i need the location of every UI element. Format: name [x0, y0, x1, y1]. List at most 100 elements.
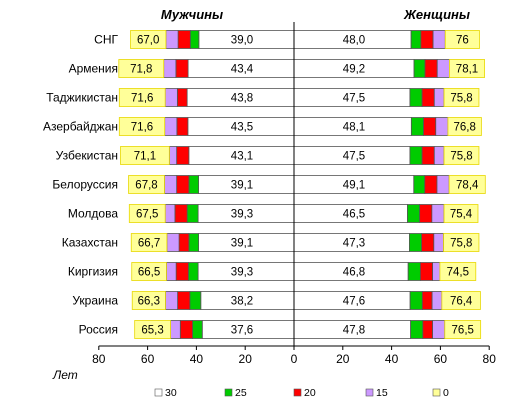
men-lilac-segment — [165, 262, 177, 281]
women-red-segment — [421, 291, 433, 310]
women-red-segment — [421, 233, 435, 252]
women-yellow-segment — [443, 233, 480, 252]
x-tick-label: 40 — [385, 352, 399, 366]
men-yellow-segment — [118, 59, 165, 78]
women-inner-value: 48,1 — [343, 122, 365, 134]
row-3: Азербайджан 43,5 71,6 48,1 76,8 — [43, 117, 482, 136]
women-green-segment — [410, 30, 422, 49]
row-6: Молдова 39,3 67,5 46,5 75,4 — [68, 204, 479, 223]
legend-label: 25 — [235, 387, 247, 399]
category-label: Киргизия — [68, 265, 118, 279]
men-outer-value: 71,8 — [130, 64, 152, 76]
men-outer-value: 66,3 — [138, 296, 160, 308]
men-yellow-segment — [131, 291, 166, 310]
women-inner-value: 47,5 — [343, 151, 365, 163]
women-green-segment — [413, 175, 426, 194]
men-outer-value: 71,6 — [131, 93, 153, 105]
legend-item: 0 — [432, 387, 449, 399]
men-yellow-segment — [134, 320, 171, 339]
women-lilac-segment — [432, 262, 441, 281]
women-title: Женщины — [403, 7, 470, 22]
women-lilac-segment — [432, 320, 446, 339]
women-outer-value: 76 — [456, 35, 469, 47]
women-inner-value: 48,0 — [343, 35, 365, 47]
men-inner-value: 43,1 — [231, 151, 253, 163]
women-lilac-segment — [432, 30, 446, 49]
women-red-segment — [422, 320, 433, 339]
row-2: Таджикистан 43,8 71,6 47,5 75,8 — [46, 88, 480, 107]
men-title: Мужчины — [161, 7, 223, 22]
legend: 30 25 20 15 0 — [154, 387, 449, 399]
category-label: Армения — [69, 62, 118, 76]
legend-item: 25 — [224, 387, 247, 399]
row-4: Узбекистан 43,1 71,1 47,5 75,8 — [56, 146, 480, 165]
women-inner-value: 47,3 — [343, 238, 365, 250]
men-green-segment — [186, 204, 199, 223]
women-green-segment — [407, 262, 421, 281]
men-inner-value: 39,3 — [231, 209, 253, 221]
men-inner-value: 38,2 — [231, 296, 253, 308]
men-red-segment — [175, 59, 189, 78]
women-yellow-segment — [447, 117, 482, 136]
women-yellow-segment — [439, 262, 477, 281]
women-inner-value: 46,5 — [343, 209, 365, 221]
men-yellow-segment — [131, 262, 167, 281]
women-outer-value: 75,8 — [450, 151, 472, 163]
women-inner-value: 47,6 — [343, 296, 365, 308]
women-lilac-segment — [433, 88, 445, 107]
men-lilac-segment — [168, 146, 178, 165]
x-tick-label: 20 — [239, 352, 253, 366]
men-red-segment — [177, 30, 191, 49]
legend-label: 0 — [443, 387, 449, 399]
women-green-segment — [409, 233, 423, 252]
women-yellow-segment — [443, 88, 480, 107]
women-lilac-segment — [433, 146, 445, 165]
men-lilac-segment — [164, 204, 176, 223]
category-label: Россия — [79, 323, 118, 337]
legend-item: 15 — [365, 387, 388, 399]
men-lilac-segment — [164, 175, 178, 194]
category-label: Молдова — [68, 207, 118, 221]
men-red-segment — [174, 204, 188, 223]
men-green-segment — [187, 262, 199, 281]
women-red-segment — [421, 88, 435, 107]
women-yellow-segment — [443, 204, 479, 223]
men-red-segment — [176, 117, 189, 136]
legend-swatch — [154, 388, 163, 397]
row-5: Белоруссия 39,1 67,8 49,1 78,4 — [52, 175, 486, 194]
women-outer-value: 78,1 — [456, 64, 478, 76]
women-yellow-segment — [444, 320, 482, 339]
x-axis: 80 60 40 20 0 20 40 60 80 — [92, 22, 496, 366]
men-lilac-segment — [166, 233, 180, 252]
men-inner-value: 43,5 — [231, 122, 253, 134]
men-inner-value: 39,0 — [231, 35, 253, 47]
women-outer-value: 74,5 — [447, 267, 469, 279]
legend-swatch — [365, 388, 374, 397]
category-label: Таджикистан — [46, 91, 118, 105]
women-red-segment — [424, 175, 438, 194]
women-lilac-segment — [436, 175, 450, 194]
men-lilac-segment — [165, 30, 179, 49]
women-inner-value: 47,5 — [343, 93, 365, 105]
women-outer-value: 76,8 — [453, 122, 475, 134]
men-inner-value: 43,8 — [231, 93, 253, 105]
men-outer-value: 67,8 — [135, 180, 157, 192]
legend-label: 15 — [376, 387, 388, 399]
women-red-segment — [423, 117, 437, 136]
row-0: СНГ 39,0 67,0 48,0 76 — [94, 30, 480, 49]
women-red-segment — [419, 204, 433, 223]
legend-item: 30 — [154, 387, 177, 399]
men-red-segment — [178, 233, 190, 252]
x-tick-label: 60 — [141, 352, 155, 366]
women-lilac-segment — [431, 291, 443, 310]
category-label: Украина — [72, 294, 118, 308]
men-lilac-segment — [164, 117, 178, 136]
legend-swatch — [293, 388, 302, 397]
category-label: Казахстан — [62, 236, 118, 250]
women-outer-value: 78,4 — [456, 180, 479, 192]
women-yellow-segment — [441, 291, 481, 310]
men-inner-value: 37,6 — [231, 325, 253, 337]
women-red-segment — [424, 59, 438, 78]
women-red-segment — [421, 146, 435, 165]
men-yellow-segment — [128, 175, 165, 194]
